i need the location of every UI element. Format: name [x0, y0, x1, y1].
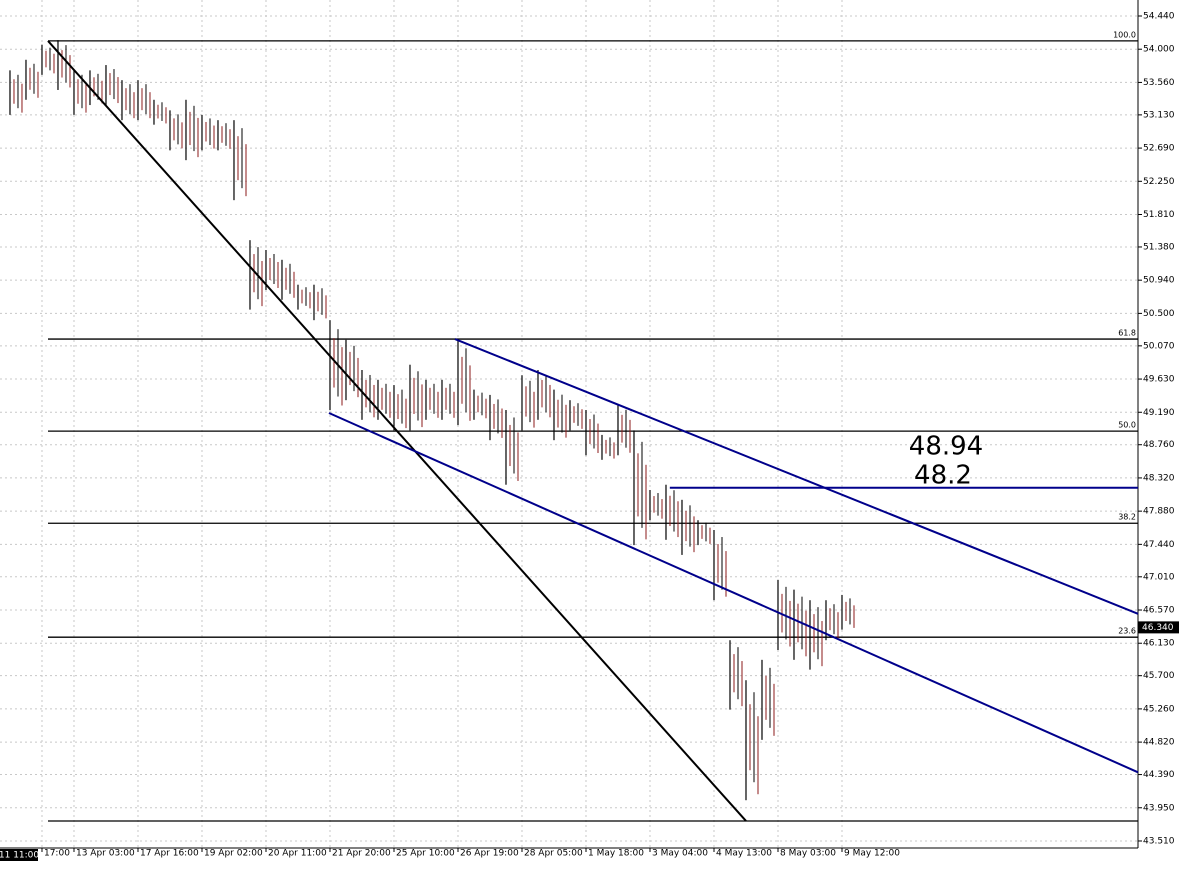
y-tick-label: 53.560	[1143, 78, 1175, 88]
y-tick-label: 45.700	[1143, 671, 1175, 681]
trendline	[328, 412, 1139, 774]
y-tick-label: 47.880	[1143, 507, 1175, 517]
y-tick-label: 44.820	[1143, 738, 1175, 748]
fib-level-label: 23.6	[1118, 627, 1136, 636]
annotation: 48.94	[909, 432, 983, 462]
x-tick-label: 8 May 03:00	[780, 849, 836, 859]
current-price-box	[1138, 621, 1179, 634]
fib-level-label: 61.8	[1118, 329, 1136, 338]
fib-level-label: 50.0	[1118, 421, 1136, 430]
x-tick-label: 17:00	[44, 849, 70, 859]
y-tick-label: 44.390	[1143, 770, 1175, 780]
y-tick-label: 46.130	[1143, 639, 1175, 649]
y-tick-label: 51.810	[1143, 210, 1175, 220]
y-tick-label: 53.130	[1143, 110, 1175, 120]
y-tick-label: 50.070	[1143, 341, 1175, 351]
x-tick-label: 26 Apr 19:00	[460, 849, 519, 859]
current-price-label: 46.340	[1142, 623, 1174, 633]
y-tick-label: 48.320	[1143, 473, 1175, 483]
y-tick-label: 50.500	[1143, 309, 1175, 319]
y-tick-label: 43.950	[1143, 803, 1175, 813]
x-tick-label: 1 May 18:00	[588, 849, 644, 859]
x-tick-label: 20 Apr 11:00	[268, 849, 327, 859]
x-tick-label: 21 Apr 20:00	[332, 849, 391, 859]
y-tick-label: 50.940	[1143, 276, 1175, 286]
fib-level-label: 100.0	[1113, 30, 1136, 39]
cursor-box	[0, 849, 38, 861]
y-tick-label: 45.260	[1143, 704, 1175, 714]
y-tick-label: 52.250	[1143, 177, 1175, 187]
x-tick-label: 13 Apr 03:00	[76, 849, 135, 859]
y-tick-label: 47.010	[1143, 572, 1175, 582]
fib-level-label: 38.2	[1118, 513, 1136, 522]
x-tick-label: 9 May 12:00	[844, 849, 900, 859]
x-tick-label: 19 Apr 02:00	[204, 849, 263, 859]
x-tick-label: 4 May 13:00	[716, 849, 772, 859]
y-tick-label: 47.440	[1143, 540, 1175, 550]
y-tick-label: 49.190	[1143, 408, 1175, 418]
y-tick-label: 43.510	[1143, 836, 1175, 846]
cursor-label: 11 11:00	[0, 851, 39, 861]
x-tick-label: 3 May 04:00	[652, 849, 708, 859]
y-tick-label: 49.630	[1143, 375, 1175, 385]
x-tick-label: 28 Apr 05:00	[524, 849, 583, 859]
annotation: 48.2	[914, 461, 972, 491]
y-tick-label: 46.570	[1143, 606, 1175, 616]
trendline	[47, 40, 747, 822]
trendline	[454, 338, 1139, 615]
x-tick-label: 17 Apr 16:00	[140, 849, 199, 859]
y-tick-label: 52.690	[1143, 144, 1175, 154]
y-tick-label: 48.760	[1143, 440, 1175, 450]
y-tick-label: 51.380	[1143, 242, 1175, 252]
x-tick-label: 25 Apr 10:00	[396, 849, 455, 859]
y-tick-label: 54.440	[1143, 12, 1175, 22]
y-tick-label: 54.000	[1143, 45, 1175, 55]
